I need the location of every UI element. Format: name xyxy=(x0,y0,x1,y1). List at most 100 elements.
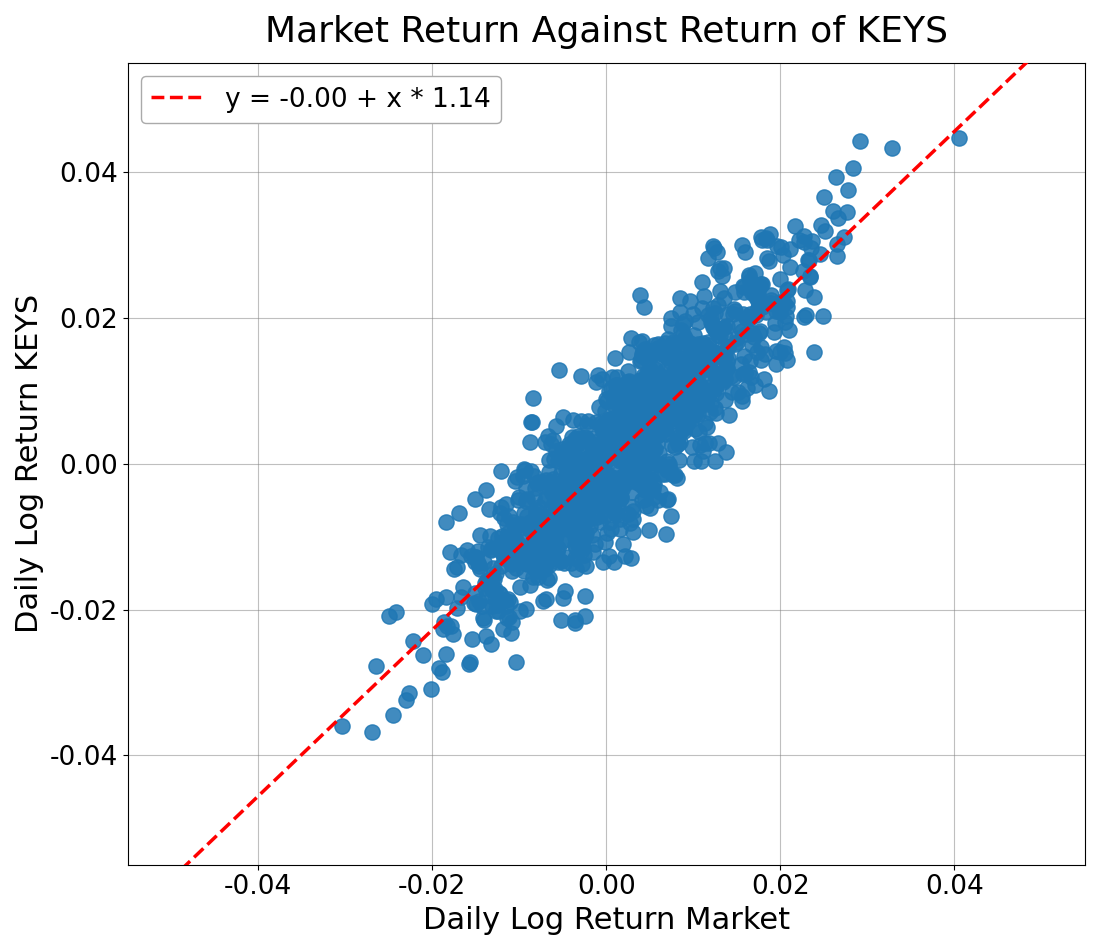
Point xyxy=(657,408,674,424)
Point xyxy=(503,625,520,640)
Point xyxy=(814,309,832,324)
Point xyxy=(636,430,653,446)
Point xyxy=(448,600,465,616)
Point xyxy=(724,385,741,400)
Point xyxy=(705,344,723,359)
Point xyxy=(742,370,760,385)
Point xyxy=(700,361,717,376)
Point xyxy=(768,356,785,371)
Point xyxy=(734,323,751,338)
Point xyxy=(816,223,834,238)
Point xyxy=(632,428,650,444)
Point xyxy=(613,451,630,466)
Point xyxy=(621,405,639,420)
Point xyxy=(613,482,630,497)
Point xyxy=(434,615,452,630)
Point xyxy=(639,440,657,455)
Point xyxy=(674,398,692,413)
Point xyxy=(480,540,497,555)
Point xyxy=(752,339,770,354)
Point xyxy=(634,448,651,464)
Point xyxy=(619,364,637,379)
Point xyxy=(478,572,496,587)
Point xyxy=(581,497,598,512)
Point xyxy=(657,426,674,441)
Point xyxy=(668,372,685,388)
Point xyxy=(597,393,615,408)
Point xyxy=(663,370,681,385)
Point xyxy=(608,450,626,465)
Point xyxy=(612,489,629,504)
Point xyxy=(640,522,658,538)
Point xyxy=(578,463,595,478)
Point xyxy=(698,419,716,434)
Point xyxy=(660,370,678,385)
Point xyxy=(680,368,697,383)
Point xyxy=(575,547,593,562)
Point xyxy=(598,451,616,466)
Point xyxy=(628,474,646,489)
Point xyxy=(744,286,761,301)
Point xyxy=(760,254,778,269)
Point xyxy=(576,429,594,445)
Point xyxy=(659,390,676,405)
Point xyxy=(653,346,671,361)
Point xyxy=(601,424,618,439)
Point xyxy=(716,371,734,387)
Point xyxy=(551,492,569,507)
Point xyxy=(605,555,623,570)
Point xyxy=(612,453,629,468)
Point xyxy=(568,436,585,451)
Point xyxy=(714,371,732,387)
Point xyxy=(706,400,724,415)
Point xyxy=(574,540,592,555)
Point xyxy=(625,463,642,478)
Point xyxy=(660,456,678,471)
Point xyxy=(581,468,598,484)
Point xyxy=(529,513,547,528)
Point xyxy=(544,540,562,555)
Point xyxy=(702,405,719,420)
Point xyxy=(710,435,727,450)
Point xyxy=(629,334,647,350)
Point xyxy=(612,490,629,505)
Point xyxy=(363,724,381,739)
Point xyxy=(660,459,678,474)
Point xyxy=(632,411,650,427)
Point xyxy=(612,522,629,537)
Point xyxy=(673,365,691,380)
Point xyxy=(510,522,528,537)
Point xyxy=(835,230,852,245)
Point xyxy=(564,490,582,505)
Point xyxy=(579,478,596,493)
Point xyxy=(668,352,685,367)
Point xyxy=(570,441,587,456)
Point xyxy=(542,474,560,489)
Point xyxy=(648,399,666,414)
Point xyxy=(562,441,580,456)
Point xyxy=(508,541,526,556)
Point xyxy=(607,378,625,393)
Point xyxy=(672,323,690,338)
Point xyxy=(520,548,538,563)
Point xyxy=(613,409,630,425)
Point xyxy=(714,375,732,390)
Point xyxy=(771,345,789,360)
Point xyxy=(624,414,641,429)
Point xyxy=(442,618,460,634)
Point xyxy=(569,537,586,552)
Point xyxy=(660,397,678,412)
Point xyxy=(559,439,576,454)
Point xyxy=(498,516,516,531)
Point xyxy=(574,505,592,521)
Point xyxy=(702,311,719,326)
Point xyxy=(734,367,751,382)
Point xyxy=(568,457,585,472)
Point xyxy=(458,542,475,558)
Point xyxy=(468,549,485,564)
Point xyxy=(617,403,635,418)
Point xyxy=(667,390,684,405)
Point xyxy=(754,276,771,292)
Point xyxy=(450,505,468,521)
Point xyxy=(696,391,714,407)
